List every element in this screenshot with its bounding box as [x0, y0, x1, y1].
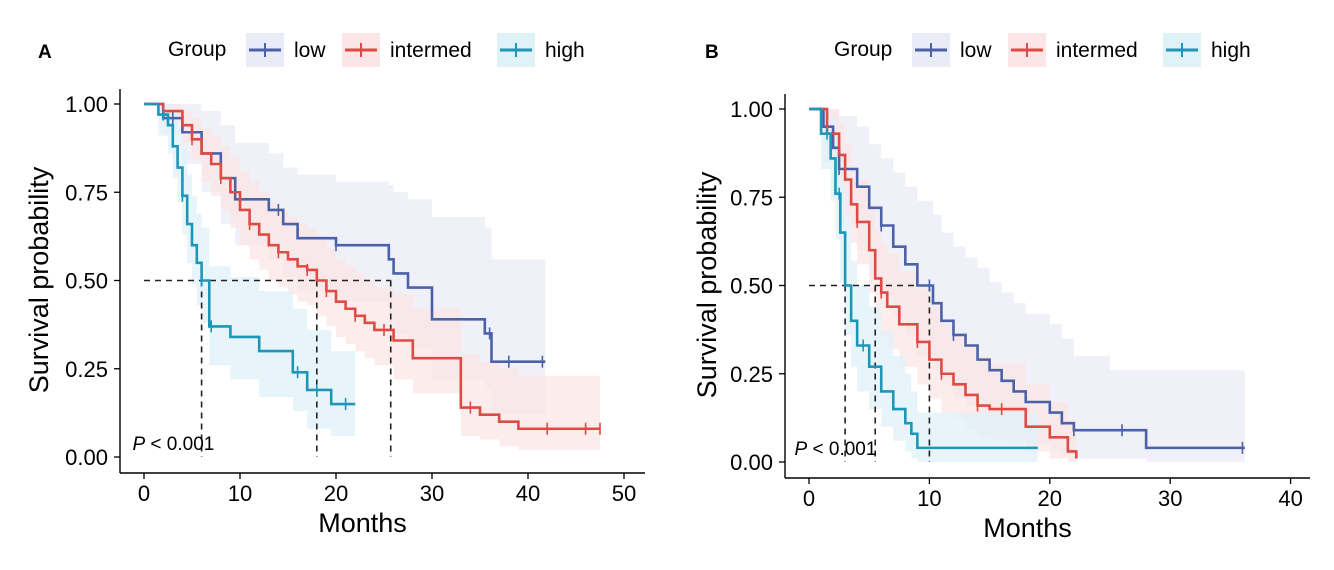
legend-label-intermed: intermed	[1056, 39, 1138, 62]
y-tick-label: 1.00	[65, 92, 108, 117]
x-tick-label: 40	[1278, 486, 1302, 511]
median-lines	[144, 279, 392, 457]
median-lines	[809, 284, 931, 462]
legend-label-low: low	[960, 39, 992, 62]
confidence-band-intermed	[809, 109, 1077, 462]
y-tick-label: 1.00	[730, 97, 773, 122]
legend-label-low: low	[294, 39, 326, 62]
panel-a: A Group low intermed high 0.00 0.25 0.50 0.75 1.0…	[24, 33, 645, 538]
legend-title: Group	[168, 38, 226, 61]
confidence-band-high	[144, 104, 356, 436]
x-tick-label: 30	[420, 481, 444, 506]
confidence-band-high	[809, 109, 1038, 462]
p-value-annotation: P < 0.001	[132, 434, 214, 455]
legend-label-intermed: intermed	[390, 39, 472, 62]
panel-label: A	[38, 42, 52, 63]
y-tick-label: 0.00	[65, 445, 108, 470]
y-tick-label: 0.75	[65, 180, 108, 205]
y-axis-title: Survival probability	[24, 166, 54, 393]
x-axis-title: Months	[318, 508, 407, 538]
x-tick-label: 10	[917, 486, 941, 511]
x-tick-label: 20	[324, 481, 348, 506]
legend-label-high: high	[1211, 39, 1251, 62]
x-tick-label: 0	[803, 486, 815, 511]
x-tick-label: 40	[516, 481, 540, 506]
survival-curve-low	[809, 107, 1245, 450]
confidence-band-intermed	[144, 104, 600, 450]
survival-curve-high	[144, 102, 356, 406]
x-tick-label: 10	[228, 481, 252, 506]
survival-curve-high	[809, 107, 1038, 450]
panel-label: B	[705, 42, 719, 63]
x-tick-label: 0	[138, 481, 150, 506]
x-tick-label: 20	[1038, 486, 1062, 511]
x-axis-title: Months	[983, 513, 1072, 543]
legend-title: Group	[834, 38, 892, 61]
survival-curve-low	[144, 102, 546, 363]
survival-curve-intermed	[144, 102, 600, 431]
p-value-annotation: P < 0.001	[795, 439, 877, 460]
confidence-band-low	[809, 109, 1245, 462]
panel-b: B Group low intermed high 0.00 0.25 0.50 0.75 1.0…	[692, 33, 1310, 543]
y-tick-label: 0.75	[730, 185, 773, 210]
y-axis-title: Survival probability	[692, 171, 722, 398]
legend-label-high: high	[545, 39, 585, 62]
legend: Group low intermed high	[834, 33, 1251, 67]
x-tick-label: 30	[1158, 486, 1182, 511]
legend: Group low intermed high	[168, 33, 585, 67]
survival-curve-intermed	[809, 107, 1078, 459]
y-tick-label: 0.50	[65, 269, 108, 294]
x-tick-label: 50	[612, 481, 636, 506]
y-tick-label: 0.50	[730, 274, 773, 299]
y-tick-label: 0.25	[65, 357, 108, 382]
y-tick-label: 0.25	[730, 362, 773, 387]
y-tick-label: 0.00	[730, 450, 773, 475]
